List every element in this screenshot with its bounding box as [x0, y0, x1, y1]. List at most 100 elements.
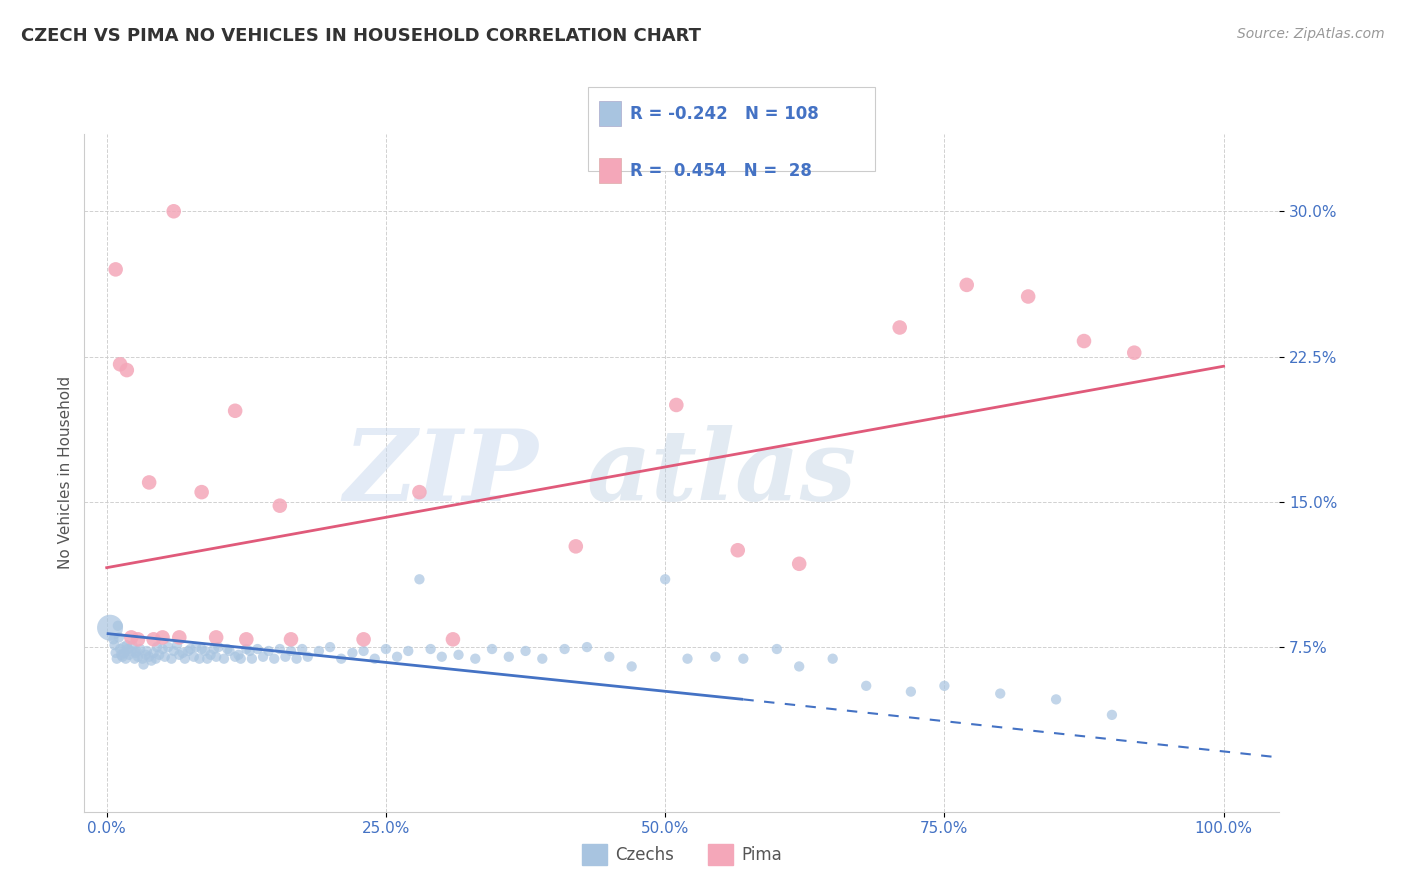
Point [146, 640, 169, 654]
Point [408, 485, 430, 500]
Point [374, 642, 396, 657]
Point [464, 651, 486, 665]
Point [118, 648, 141, 662]
Point [498, 649, 520, 664]
Point [319, 640, 342, 654]
Point [108, 357, 131, 371]
Point [153, 649, 176, 664]
Point [103, 632, 125, 647]
Point [160, 651, 183, 665]
Point [1045, 692, 1067, 706]
Point [117, 642, 139, 657]
Point [135, 648, 157, 662]
Point [163, 644, 186, 658]
Point [297, 649, 319, 664]
Point [364, 651, 387, 665]
Point [195, 651, 218, 665]
Point [177, 644, 200, 658]
Point [183, 649, 205, 664]
Point [766, 642, 789, 657]
Point [257, 644, 280, 658]
Point [263, 651, 285, 665]
Point [934, 679, 956, 693]
Point [565, 540, 588, 554]
Point [235, 632, 257, 647]
Point [246, 642, 269, 657]
Point [274, 649, 297, 664]
Point [733, 651, 755, 665]
Point [132, 657, 155, 672]
Point [239, 644, 262, 658]
Text: R =  0.454   N =  28: R = 0.454 N = 28 [630, 162, 811, 180]
Point [141, 654, 163, 668]
Point [120, 644, 142, 658]
Point [207, 640, 229, 654]
Point [105, 651, 128, 665]
Point [114, 651, 136, 665]
Point [531, 651, 554, 665]
Point [107, 619, 129, 633]
Point [956, 277, 979, 292]
Point [131, 651, 153, 665]
Point [235, 642, 257, 657]
Point [124, 651, 146, 665]
Point [419, 642, 441, 657]
Point [184, 640, 207, 654]
Text: atlas: atlas [586, 425, 856, 521]
Point [115, 363, 138, 377]
Point [138, 475, 160, 490]
Point [125, 644, 148, 658]
Point [125, 646, 148, 660]
Point [441, 632, 464, 647]
Point [138, 649, 160, 664]
Point [228, 648, 250, 662]
Point [665, 398, 688, 412]
Point [104, 646, 127, 660]
Point [515, 644, 537, 658]
Point [205, 649, 228, 664]
Point [1073, 334, 1095, 348]
Point [111, 649, 134, 664]
Point [157, 640, 180, 654]
Point [280, 644, 302, 658]
Point [190, 642, 212, 657]
Point [430, 649, 453, 664]
Point [190, 485, 212, 500]
Point [205, 631, 228, 645]
Point [169, 648, 191, 662]
Point [179, 642, 201, 657]
Point [110, 648, 132, 662]
Point [112, 640, 135, 654]
Point [148, 648, 170, 662]
Point [188, 651, 211, 665]
Point [202, 642, 225, 657]
Point [194, 644, 217, 658]
Point [103, 638, 125, 652]
Point [676, 651, 699, 665]
Point [554, 642, 576, 657]
Point [704, 649, 727, 664]
Point [163, 204, 186, 219]
Point [330, 651, 353, 665]
Point [229, 651, 252, 665]
Point [252, 649, 274, 664]
Point [385, 649, 408, 664]
Point [821, 651, 844, 665]
Point [280, 632, 302, 647]
Point [481, 642, 503, 657]
Y-axis label: No Vehicles in Household: No Vehicles in Household [58, 376, 73, 569]
Point [447, 648, 470, 662]
Point [900, 684, 922, 698]
Point [620, 659, 643, 673]
Point [353, 632, 375, 647]
Point [224, 404, 246, 418]
Point [135, 644, 157, 658]
Point [115, 638, 138, 652]
Point [575, 640, 598, 654]
Point [988, 687, 1011, 701]
Point [224, 649, 246, 664]
Point [787, 557, 810, 571]
Point [654, 572, 676, 586]
Point [129, 642, 152, 657]
Point [145, 651, 167, 665]
